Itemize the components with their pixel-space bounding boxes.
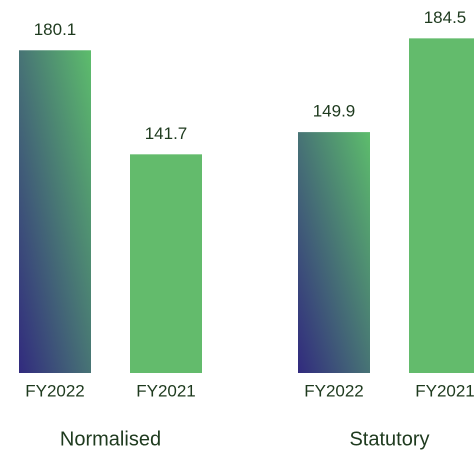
x-tick-label: FY2022 [304, 381, 364, 400]
x-tick-label: FY2021 [415, 381, 474, 400]
x-tick-label: FY2021 [136, 381, 196, 400]
bar [409, 38, 474, 374]
x-tick-label: FY2022 [25, 381, 85, 400]
bar [19, 50, 91, 374]
group-label: Statutory [349, 428, 429, 450]
value-label: 141.7 [145, 124, 188, 143]
bar [130, 154, 202, 373]
value-label: 149.9 [313, 102, 356, 121]
value-label: 184.5 [424, 8, 467, 27]
value-label: 180.1 [34, 20, 77, 39]
group-label: Normalised [60, 428, 161, 450]
bar [298, 132, 370, 373]
